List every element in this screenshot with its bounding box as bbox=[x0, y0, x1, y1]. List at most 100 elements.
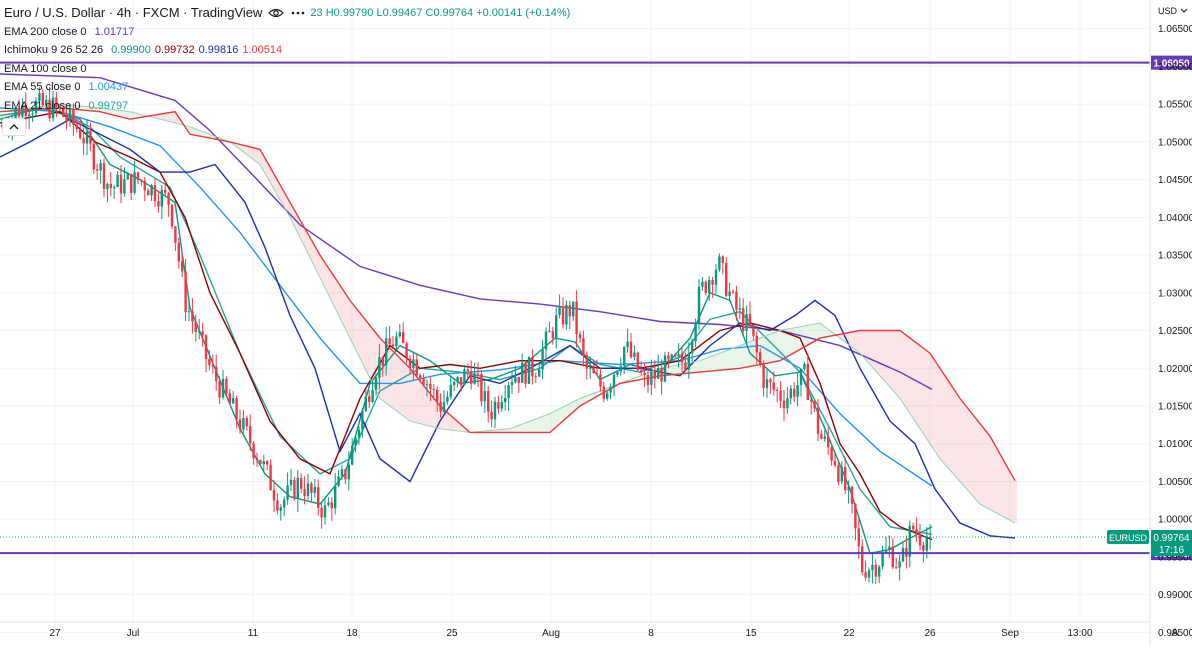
candle-body bbox=[269, 465, 271, 491]
time-tick-label: 26 bbox=[924, 628, 936, 639]
candle-body bbox=[276, 500, 278, 510]
candle-body bbox=[436, 390, 438, 402]
series-ichimoku-lagging bbox=[0, 119, 1015, 538]
cloud-segment bbox=[738, 345, 741, 368]
candle-body bbox=[137, 172, 139, 180]
cloud-segment bbox=[366, 320, 369, 376]
candle-body bbox=[783, 401, 785, 409]
more-options-icon[interactable] bbox=[290, 6, 306, 20]
candle-body bbox=[555, 315, 557, 338]
cloud-segment bbox=[531, 420, 534, 433]
candle-body bbox=[263, 461, 265, 464]
candle-body bbox=[518, 377, 520, 383]
auto-scale-button[interactable]: A bbox=[1171, 627, 1179, 639]
candle-body bbox=[239, 419, 241, 429]
cloud-segment bbox=[816, 323, 819, 340]
cloud-segment bbox=[933, 358, 936, 453]
cloud-segment bbox=[918, 344, 921, 430]
cloud-segment bbox=[780, 330, 783, 361]
indicator-label: EMA 21 close 0 bbox=[4, 97, 80, 116]
candle-body bbox=[898, 561, 900, 567]
chevron-down-icon[interactable] bbox=[1181, 9, 1187, 12]
candle-body bbox=[895, 567, 897, 568]
candle-body bbox=[79, 129, 81, 138]
cloud-segment bbox=[420, 381, 423, 425]
indicator-label: EMA 100 close 0 bbox=[4, 60, 87, 79]
candle-body bbox=[252, 443, 254, 458]
candle-body bbox=[130, 174, 132, 193]
candle-body bbox=[660, 368, 662, 382]
price-tick-label: 1.01000 bbox=[1158, 439, 1192, 450]
indicator-ema-100-close-0[interactable]: EMA 100 close 0 bbox=[4, 60, 570, 79]
candle-body bbox=[361, 411, 363, 430]
candle-body bbox=[286, 485, 288, 499]
candle-body bbox=[827, 436, 829, 447]
currency-label[interactable]: USD bbox=[1158, 6, 1178, 16]
cloud-segment bbox=[423, 385, 426, 426]
symbol-title[interactable]: Euro / U.S. Dollar · 4h · FXCM · Trading… bbox=[4, 4, 262, 23]
candle-body bbox=[633, 353, 635, 357]
candle-body bbox=[807, 364, 809, 400]
eye-icon[interactable] bbox=[268, 6, 284, 20]
candle-body bbox=[409, 359, 411, 368]
time-tick-label: 25 bbox=[446, 628, 458, 639]
candle-body bbox=[749, 314, 751, 326]
candle-body bbox=[246, 418, 248, 426]
time-tick-label: 27 bbox=[49, 628, 61, 639]
price-tick-label: 1.02000 bbox=[1158, 364, 1192, 375]
candle-body bbox=[575, 302, 577, 335]
collapse-legend-button[interactable] bbox=[2, 118, 26, 136]
cloud-segment bbox=[945, 376, 948, 468]
candle-body bbox=[847, 487, 849, 490]
candle-body bbox=[480, 374, 482, 401]
candle-body bbox=[249, 426, 251, 443]
indicator-label: EMA 55 close 0 bbox=[4, 78, 80, 97]
candle-body bbox=[460, 377, 462, 385]
candle-body bbox=[225, 379, 227, 393]
cloud-segment bbox=[711, 355, 714, 371]
candle-body bbox=[664, 356, 666, 382]
candle-body bbox=[327, 502, 329, 505]
candle-body bbox=[354, 438, 356, 446]
candle-body bbox=[708, 280, 710, 293]
candle-body bbox=[487, 391, 489, 412]
candle-body bbox=[174, 226, 176, 242]
candle-body bbox=[837, 465, 839, 481]
candle-body bbox=[511, 382, 513, 385]
candle-body bbox=[779, 391, 781, 401]
candle-body bbox=[184, 271, 186, 312]
symbol-title-row[interactable]: Euro / U.S. Dollar · 4h · FXCM · Trading… bbox=[4, 4, 570, 23]
cloud-segment bbox=[363, 317, 366, 371]
cloud-segment bbox=[723, 351, 726, 370]
candle-body bbox=[813, 402, 815, 408]
cloud-segment bbox=[402, 360, 405, 417]
candle-body bbox=[395, 336, 397, 346]
candle-body bbox=[626, 342, 628, 348]
candle-body bbox=[694, 323, 696, 341]
cloud-segment bbox=[720, 352, 723, 370]
candle-body bbox=[337, 476, 339, 485]
cloud-segment bbox=[729, 349, 732, 370]
cloud-segment bbox=[696, 361, 699, 373]
candle-body bbox=[133, 172, 135, 193]
candle-body bbox=[453, 382, 455, 385]
time-tick-label: 15 bbox=[745, 628, 757, 639]
price-tick-label: 1.02500 bbox=[1158, 326, 1192, 337]
cloud-segment bbox=[528, 421, 531, 433]
candle-body bbox=[711, 280, 713, 285]
candle-body bbox=[497, 402, 499, 409]
candle-body bbox=[467, 369, 469, 371]
chart-legend: Euro / U.S. Dollar · 4h · FXCM · Trading… bbox=[4, 4, 570, 115]
indicator-value: 1.00514 bbox=[242, 41, 282, 60]
candle-body bbox=[439, 402, 441, 412]
candle-body bbox=[164, 190, 166, 193]
candle-body bbox=[769, 379, 771, 382]
candle-body bbox=[205, 335, 207, 359]
candle-body bbox=[725, 263, 727, 296]
price-tick-label: 1.00500 bbox=[1158, 477, 1192, 488]
